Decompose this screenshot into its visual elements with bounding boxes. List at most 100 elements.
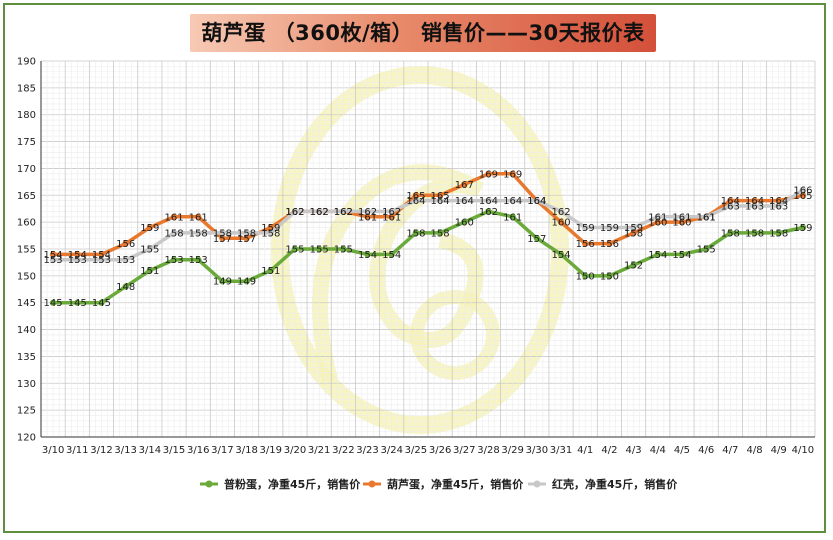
data-label: 145 <box>44 298 63 309</box>
data-label: 150 <box>576 271 595 282</box>
series-line <box>53 188 804 262</box>
data-label: 156 <box>116 239 135 250</box>
data-label: 156 <box>600 239 619 250</box>
series-point <box>98 299 105 306</box>
data-label: 164 <box>527 196 546 207</box>
series-point <box>678 213 686 220</box>
series-point <box>606 224 613 231</box>
chart-title: 葫芦蛋 （360枚/箱） 销售价——30天报价表 <box>190 14 656 52</box>
data-label: 159 <box>140 223 159 234</box>
data-label: 154 <box>358 250 377 261</box>
y-tick-label: 145 <box>17 298 36 309</box>
series-point <box>219 235 226 242</box>
series-point <box>702 213 710 220</box>
series-point <box>340 208 347 215</box>
data-label: 158 <box>237 228 256 239</box>
x-tick-label: 3/30 <box>526 445 548 456</box>
series-point <box>461 197 468 204</box>
data-label: 169 <box>503 169 522 180</box>
x-tick-label: 3/25 <box>405 445 427 456</box>
chart-frame <box>3 3 826 533</box>
x-tick-label: 3/12 <box>90 445 112 456</box>
data-label: 164 <box>721 196 740 207</box>
series-point <box>122 256 129 263</box>
series-point <box>630 261 637 269</box>
series-point <box>461 181 468 188</box>
x-tick-label: 3/27 <box>453 445 475 456</box>
data-label: 165 <box>793 191 812 202</box>
data-label: 153 <box>44 255 63 266</box>
x-tick-label: 3/19 <box>260 445 282 456</box>
series-point <box>267 224 274 231</box>
series-point <box>582 224 589 231</box>
series-point <box>98 256 105 263</box>
x-tick-label: 4/4 <box>650 445 666 456</box>
x-tick-label: 3/13 <box>114 445 136 456</box>
data-label: 154 <box>551 250 570 261</box>
data-label: 158 <box>189 228 208 239</box>
data-label: 159 <box>793 223 812 234</box>
series-point <box>195 256 202 263</box>
series-point <box>146 224 154 231</box>
series-point <box>315 245 323 253</box>
x-tick-label: 4/7 <box>722 445 738 456</box>
series-point <box>751 197 758 204</box>
legend-swatch-marker <box>533 480 541 488</box>
series-point <box>533 235 541 242</box>
data-label: 155 <box>697 245 716 256</box>
data-label: 149 <box>213 277 232 288</box>
y-tick-label: 150 <box>17 271 36 282</box>
data-label: 162 <box>334 207 353 218</box>
data-label: 159 <box>624 223 643 234</box>
series-point <box>267 229 274 237</box>
x-tick-label: 3/14 <box>139 445 161 456</box>
y-tick-label: 125 <box>17 406 36 417</box>
data-label: 163 <box>745 202 764 213</box>
series-point <box>436 192 444 199</box>
x-tick-label: 3/31 <box>550 445 572 456</box>
y-tick-label: 155 <box>17 245 36 256</box>
x-tick-label: 4/3 <box>626 445 642 456</box>
x-tick-label: 4/2 <box>601 445 617 456</box>
series-point <box>388 208 395 215</box>
data-label: 161 <box>697 212 716 223</box>
series-point <box>219 278 226 285</box>
data-label: 155 <box>140 245 159 256</box>
series-line <box>53 209 804 305</box>
series-point <box>727 202 734 210</box>
y-tick-label: 165 <box>17 191 36 202</box>
data-label: 154 <box>382 250 401 261</box>
data-label: 160 <box>648 218 667 229</box>
data-label: 161 <box>648 212 667 223</box>
x-tick-label: 3/10 <box>42 445 64 456</box>
series-point <box>315 208 323 215</box>
series-point <box>74 251 81 258</box>
series-point <box>146 245 154 253</box>
x-tick-label: 3/15 <box>163 445 185 456</box>
y-tick-label: 160 <box>17 218 36 229</box>
data-label: 161 <box>358 212 377 223</box>
series-point <box>388 213 395 220</box>
y-tick-label: 180 <box>17 110 36 121</box>
data-label: 158 <box>261 228 280 239</box>
data-label: 160 <box>455 218 474 229</box>
legend-entry: 葫芦蛋，净重45斤，销售价 <box>387 477 524 491</box>
data-label: 164 <box>527 196 546 207</box>
series-point <box>630 224 637 231</box>
series-point <box>485 208 492 215</box>
series-point <box>702 245 710 253</box>
data-label: 162 <box>358 207 377 218</box>
data-label: 162 <box>551 207 570 218</box>
series-point <box>412 229 420 237</box>
data-label: 157 <box>237 234 256 245</box>
data-label: 154 <box>44 250 63 261</box>
series-point <box>727 229 734 237</box>
data-label: 164 <box>769 196 788 207</box>
series-point <box>170 229 178 237</box>
series-point <box>219 229 226 237</box>
series-point <box>364 208 371 215</box>
series-point <box>49 251 57 258</box>
y-tick-label: 170 <box>17 164 36 175</box>
data-label: 153 <box>92 255 111 266</box>
series-point <box>727 197 734 204</box>
